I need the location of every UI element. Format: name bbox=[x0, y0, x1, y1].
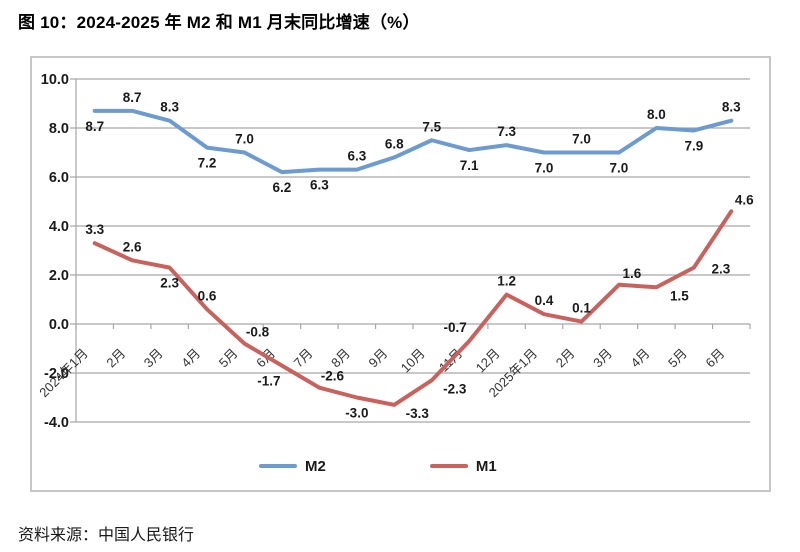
svg-text:7.0: 7.0 bbox=[572, 132, 591, 147]
svg-text:6月: 6月 bbox=[702, 346, 727, 371]
svg-text:7月: 7月 bbox=[291, 346, 316, 371]
svg-text:1.5: 1.5 bbox=[670, 288, 689, 303]
svg-text:6.0: 6.0 bbox=[49, 170, 69, 186]
svg-text:8.7: 8.7 bbox=[123, 90, 142, 105]
svg-text:4.0: 4.0 bbox=[49, 219, 69, 235]
svg-text:6.8: 6.8 bbox=[385, 136, 404, 151]
svg-text:10.0: 10.0 bbox=[41, 72, 69, 88]
chart-area: 10.0 8.0 6.0 4.0 2.0 0.0 -2.0 -4.0 2024年1月 2月 3月 4月… bbox=[30, 56, 771, 492]
svg-text:-3.3: -3.3 bbox=[406, 406, 430, 421]
legend-item-m1: M1 bbox=[429, 457, 497, 475]
svg-text:7.5: 7.5 bbox=[422, 119, 441, 134]
svg-text:3.3: 3.3 bbox=[85, 222, 104, 237]
svg-text:0.4: 0.4 bbox=[535, 293, 554, 308]
svg-text:2月: 2月 bbox=[103, 346, 128, 371]
legend: M2 M1 bbox=[259, 456, 497, 476]
svg-text:7.1: 7.1 bbox=[460, 158, 479, 173]
svg-text:4.6: 4.6 bbox=[735, 192, 754, 207]
svg-text:7.2: 7.2 bbox=[198, 156, 217, 171]
svg-text:1.2: 1.2 bbox=[497, 274, 516, 289]
legend-label-m1: M1 bbox=[475, 457, 497, 475]
svg-text:8.0: 8.0 bbox=[647, 107, 666, 122]
svg-text:4月: 4月 bbox=[178, 346, 203, 371]
legend-label-m2: M2 bbox=[305, 457, 326, 475]
svg-text:3月: 3月 bbox=[141, 346, 166, 371]
svg-text:7.0: 7.0 bbox=[610, 161, 629, 176]
svg-text:6.3: 6.3 bbox=[347, 149, 366, 164]
chart-title: 图 10：2024-2025 年 M2 和 M1 月末同比增速（%） bbox=[18, 13, 420, 32]
svg-text:5月: 5月 bbox=[665, 346, 690, 371]
svg-text:7.3: 7.3 bbox=[497, 124, 516, 139]
svg-text:0.1: 0.1 bbox=[572, 301, 591, 316]
svg-text:6.2: 6.2 bbox=[273, 180, 292, 195]
svg-text:2月: 2月 bbox=[553, 346, 578, 371]
svg-text:2.0: 2.0 bbox=[49, 268, 69, 284]
svg-text:1.6: 1.6 bbox=[623, 266, 642, 281]
svg-text:8.7: 8.7 bbox=[85, 119, 104, 134]
svg-text:2.6: 2.6 bbox=[123, 239, 142, 254]
svg-text:7.0: 7.0 bbox=[235, 132, 254, 147]
svg-text:-0.8: -0.8 bbox=[246, 325, 270, 340]
svg-text:4月: 4月 bbox=[628, 346, 653, 371]
svg-text:0.6: 0.6 bbox=[198, 288, 217, 303]
svg-text:5月: 5月 bbox=[216, 346, 241, 371]
svg-text:7.9: 7.9 bbox=[684, 138, 703, 153]
svg-text:-2.3: -2.3 bbox=[443, 381, 467, 396]
svg-text:8.3: 8.3 bbox=[722, 100, 741, 115]
svg-text:-0.7: -0.7 bbox=[444, 320, 467, 335]
m1-line-swatch bbox=[429, 464, 468, 468]
svg-text:-3.0: -3.0 bbox=[345, 406, 368, 421]
svg-text:6.3: 6.3 bbox=[310, 178, 329, 193]
svg-text:7.0: 7.0 bbox=[535, 161, 554, 176]
svg-text:-4.0: -4.0 bbox=[44, 415, 69, 431]
svg-text:0.0: 0.0 bbox=[49, 317, 69, 333]
svg-text:8.3: 8.3 bbox=[160, 100, 179, 115]
svg-text:8.0: 8.0 bbox=[49, 121, 69, 137]
source-note: 资料来源：中国人民银行 bbox=[18, 527, 195, 544]
svg-text:10月: 10月 bbox=[398, 346, 428, 376]
svg-text:9月: 9月 bbox=[365, 346, 390, 371]
m2-line-swatch bbox=[259, 464, 297, 468]
svg-text:8月: 8月 bbox=[328, 346, 353, 371]
svg-text:12月: 12月 bbox=[473, 346, 503, 376]
svg-text:-2.0: -2.0 bbox=[44, 366, 69, 382]
legend-item-m2: M2 bbox=[259, 458, 326, 475]
svg-text:2.3: 2.3 bbox=[711, 262, 730, 277]
svg-text:2.3: 2.3 bbox=[160, 276, 179, 291]
svg-text:-1.7: -1.7 bbox=[257, 374, 280, 389]
svg-text:-2.6: -2.6 bbox=[321, 369, 345, 384]
svg-text:3月: 3月 bbox=[590, 346, 615, 371]
